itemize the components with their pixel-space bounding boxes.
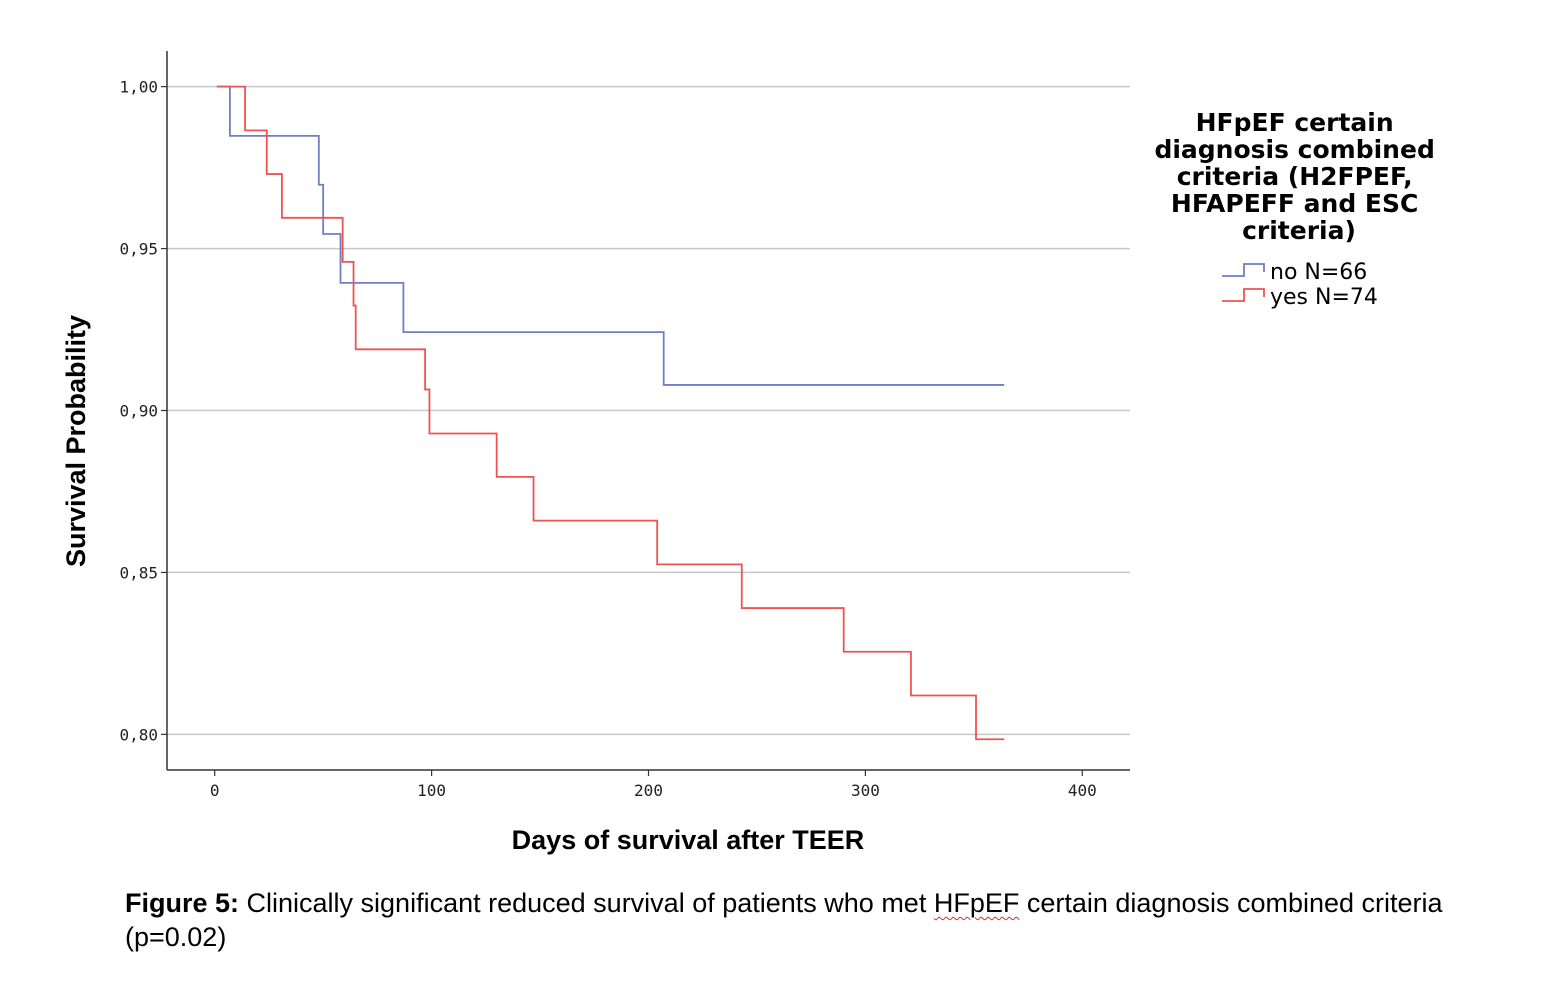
x-tick-labels: 0 100 200 300 400 (210, 770, 1097, 800)
caption-highlight: HFpEF (933, 888, 1020, 918)
legend-title-line: HFpEF certain (1196, 108, 1394, 137)
x-tick-label: 100 (417, 781, 446, 800)
legend-title-line: criteria) (1242, 216, 1356, 245)
caption-text: certain diagnosis combined criteria (p=0… (125, 888, 1443, 952)
legend-swatch (1222, 263, 1265, 277)
survival-curve-yes (216, 85, 1005, 741)
y-tick-label: 0,90 (119, 402, 158, 421)
legend-label: yes N=74 (1270, 285, 1378, 310)
legend-title: HFpEF certain diagnosis combined criteri… (1154, 108, 1443, 245)
x-tick-label: 400 (1068, 781, 1097, 800)
x-tick-label: 200 (634, 781, 663, 800)
legend: HFpEF certain diagnosis combined criteri… (1154, 108, 1443, 310)
y-axis-label: Survival Probability (61, 315, 91, 567)
y-tick-label: 0,85 (119, 563, 158, 582)
grid-lines (167, 85, 1130, 736)
y-tick-labels: 0,80 0,85 0,90 0,95 1,00 (119, 78, 167, 744)
legend-title-line: HFAPEFF and ESC (1171, 189, 1418, 218)
x-tick-label: 0 (210, 781, 220, 800)
x-tick-label: 300 (851, 781, 880, 800)
x-axis-label: Days of survival after TEER (512, 825, 865, 855)
y-tick-label: 0,95 (119, 240, 158, 259)
figure-caption: Figure 5: Clinically significant reduced… (125, 886, 1485, 954)
y-tick-label: 0,80 (119, 725, 158, 744)
legend-title-line: diagnosis combined (1154, 135, 1434, 164)
survival-curves (216, 85, 1005, 741)
y-tick-label: 1,00 (119, 78, 158, 97)
caption-text: Clinically significant reduced survival … (239, 888, 934, 918)
survival-curve-no (216, 85, 1005, 386)
legend-title-line: criteria (H2FPEF, (1177, 162, 1413, 191)
caption-label: Figure 5: (125, 888, 240, 918)
legend-label: no N=66 (1270, 260, 1367, 285)
legend-swatch (1222, 288, 1265, 302)
